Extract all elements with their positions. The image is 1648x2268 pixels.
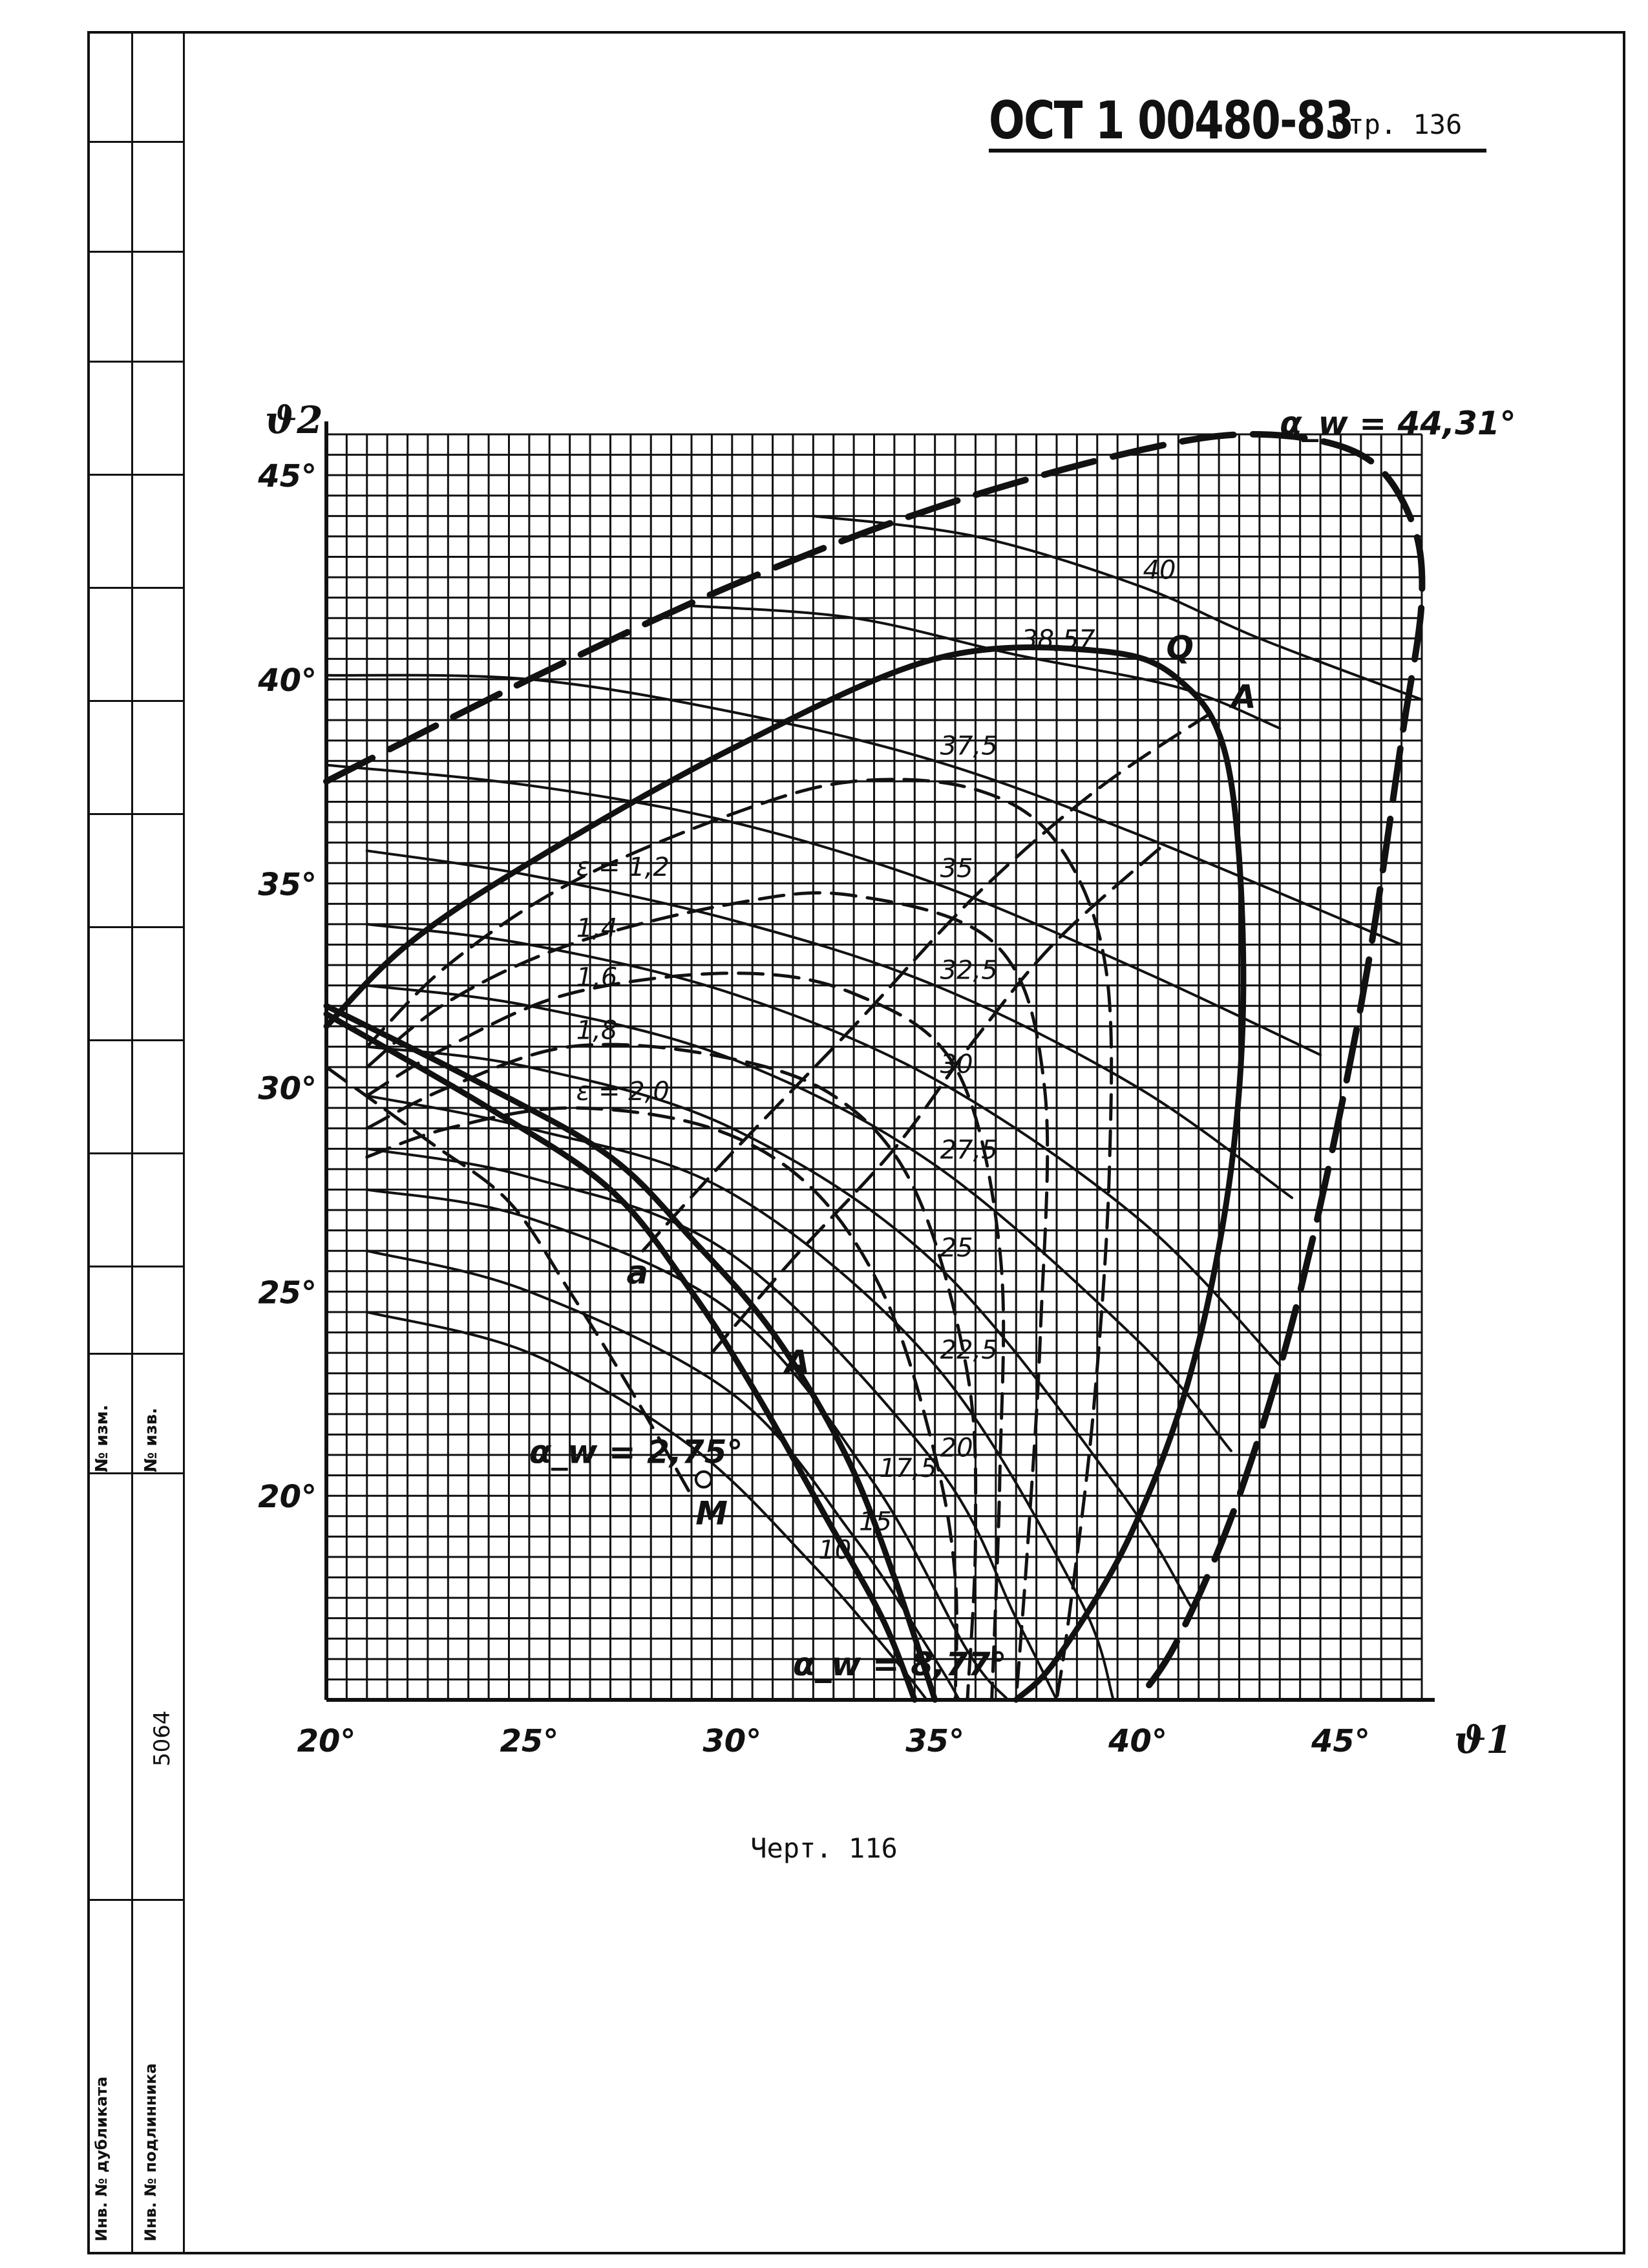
series-label: 1,6 (576, 962, 618, 992)
series-label: 35 (940, 854, 973, 884)
series-line-24 (710, 841, 1168, 1355)
series-line-11 (365, 1045, 1192, 1607)
strip-cell (87, 1899, 183, 2256)
series-line-20 (365, 1043, 978, 1702)
strip-cell (87, 1266, 183, 1355)
series-line-8 (365, 849, 1294, 1200)
series-label: 32,5 (940, 956, 998, 986)
strip-cell (87, 141, 183, 253)
series-label: 25 (940, 1233, 973, 1263)
x-tick-label: 45° (1311, 1723, 1370, 1759)
strip-cell (87, 587, 183, 702)
series-label: 17,5 (880, 1454, 937, 1483)
strip-cell (87, 1472, 183, 1901)
x-tick-label: 40° (1108, 1723, 1167, 1759)
series-label: 1,8 (576, 1015, 618, 1045)
series-line-10 (365, 984, 1232, 1452)
series-line-19 (365, 971, 1006, 1702)
document-header: ОСТ 1 00480-83 Стр. 136 (989, 90, 1486, 153)
x-axis-label: ϑ1 (1454, 1718, 1512, 1762)
document-code: ОСТ 1 00480-83 (989, 90, 1354, 151)
series-line-4 (812, 514, 1423, 701)
x-tick-label: 20° (297, 1723, 356, 1759)
y-tick-label: 20° (258, 1479, 317, 1515)
series-label: 27,5 (940, 1136, 998, 1165)
strip-cell (87, 1152, 183, 1267)
series-label: ε = 1,2 (576, 853, 670, 882)
x-tick-label: 35° (905, 1723, 964, 1759)
chart-annotation: α_w = 44,31° (1280, 405, 1516, 442)
strip-cell (87, 31, 183, 143)
chart-annotation: α_w = 8,77° (793, 1646, 1007, 1683)
series-label: 15 (859, 1507, 892, 1536)
series-label: 37,5 (940, 731, 998, 761)
series-label: 40 (1143, 556, 1176, 586)
series-label: 38,57 (1021, 625, 1095, 655)
strip-column-right (131, 31, 185, 2254)
series-line-5 (690, 604, 1282, 730)
series-label: 10 (818, 1536, 851, 1565)
series-line-12 (365, 1094, 1115, 1701)
page-frame (87, 31, 1625, 2254)
chart-grid (325, 433, 1423, 1701)
series-line-3 (323, 1011, 918, 1703)
series-line-1 (323, 644, 1247, 1703)
y-tick-label: 25° (258, 1275, 317, 1311)
chart-series (323, 430, 1426, 1703)
chart-annotation: a (627, 1254, 649, 1291)
series-line-13 (365, 1147, 1058, 1701)
y-tick-label: 45° (257, 458, 317, 494)
strip-cell (87, 700, 183, 815)
series-line-6 (325, 673, 1403, 946)
strip-cell (87, 926, 183, 1041)
chart-annotation: A (782, 1344, 810, 1381)
series-label: 20 (940, 1434, 973, 1463)
strip-column-left (87, 31, 133, 2254)
y-tick-label: 40° (257, 662, 317, 699)
y-tick-label: 35° (258, 867, 317, 903)
chart-annotation: Q (1167, 629, 1194, 666)
point-marker-m (694, 1470, 713, 1489)
strip-cell (87, 813, 183, 928)
series-line-16 (365, 1311, 929, 1701)
chart-annotation: α_w = 2,75° (529, 1434, 743, 1471)
series-line-23 (641, 706, 1221, 1253)
chart-annotation: A (1229, 678, 1256, 715)
series-line-18 (365, 891, 1050, 1702)
strip-cell (87, 1039, 183, 1154)
series-line-9 (365, 922, 1282, 1367)
series-line-15 (365, 1249, 961, 1701)
page-number: Стр. 136 (1331, 109, 1463, 140)
series-line-2 (323, 1002, 938, 1703)
chart-axes: 20° 25° 30° 35° 40° 45° 20° 25° 30° 35° 40° 45° ϑ1 ϑ2 (257, 398, 1512, 1762)
x-tick-label: 30° (703, 1723, 761, 1759)
series-line-22 (324, 1065, 693, 1498)
strip-cell (87, 1353, 183, 1474)
x-tick-label: 25° (500, 1723, 558, 1759)
series-line-7 (325, 763, 1322, 1057)
series-line-21 (365, 1106, 958, 1702)
series-line-0 (323, 430, 1426, 1703)
series-label: 22,5 (940, 1335, 998, 1365)
y-tick-label: 30° (258, 1071, 317, 1107)
strip-cell (87, 361, 183, 476)
y-axis-label: ϑ2 (265, 398, 323, 442)
series-label: 30 (940, 1050, 973, 1079)
figure-caption: Черт. 116 (750, 1832, 898, 1864)
strip-cell (87, 251, 183, 363)
series-line-14 (365, 1188, 1009, 1701)
title-block-strip: № изм. № изв. 5064 Инв. № дубликата Инв.… (87, 31, 185, 2256)
series-label: 1,4 (576, 914, 618, 944)
series-label: ε = 2,0 (576, 1077, 670, 1107)
series-line-17 (365, 778, 1114, 1702)
strip-cell (87, 474, 183, 589)
chart-annotation: M (695, 1494, 728, 1532)
